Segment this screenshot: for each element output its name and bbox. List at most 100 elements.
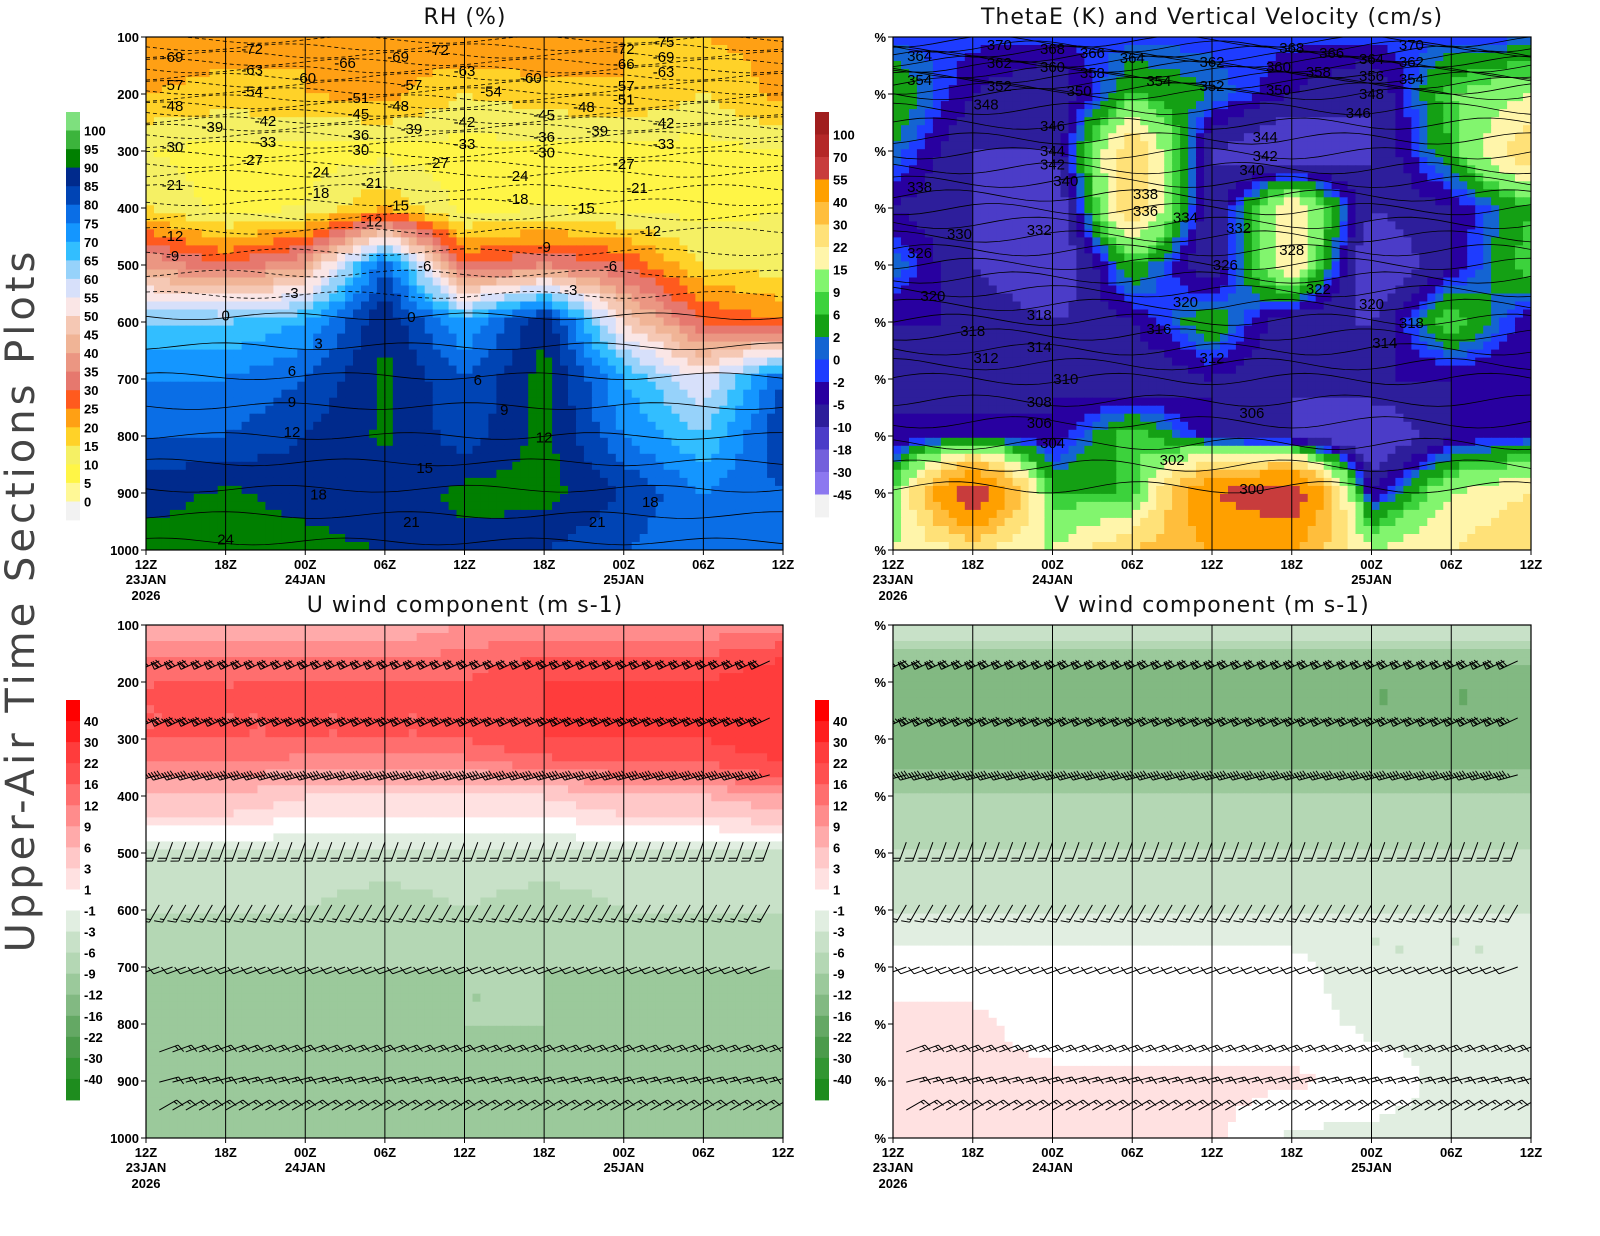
field-cell xyxy=(767,501,776,511)
field-cell xyxy=(663,413,673,423)
field-cell xyxy=(735,173,744,182)
field-cell xyxy=(687,125,697,134)
field-cell xyxy=(775,141,783,150)
field-cell xyxy=(528,173,537,182)
field-cell xyxy=(544,245,553,254)
field-cell xyxy=(233,149,243,158)
field-cell xyxy=(384,461,394,471)
field-cell xyxy=(161,389,171,399)
field-cell xyxy=(735,277,744,287)
field-cell xyxy=(544,429,553,439)
field-cell xyxy=(488,181,497,190)
field-cell xyxy=(185,141,195,150)
field-cell xyxy=(560,526,569,535)
field-cell xyxy=(273,301,282,311)
field-cell xyxy=(472,357,482,367)
field-cell xyxy=(576,173,585,182)
field-cell xyxy=(249,189,259,198)
field-cell xyxy=(376,309,386,319)
field-cell xyxy=(695,117,704,126)
field-cell xyxy=(281,461,290,471)
field-cell xyxy=(743,517,752,527)
field-cell xyxy=(583,397,593,407)
field-cell xyxy=(711,365,720,375)
field-cell xyxy=(671,101,681,110)
field-cell xyxy=(631,493,641,503)
field-cell xyxy=(512,309,521,319)
field-cell xyxy=(759,357,768,367)
field-cell xyxy=(536,37,545,46)
field-cell xyxy=(759,181,768,190)
field-cell xyxy=(607,405,617,415)
field-cell xyxy=(384,117,394,126)
field-cell xyxy=(384,269,394,279)
field-cell xyxy=(384,349,394,359)
field-cell xyxy=(743,229,752,238)
field-cell xyxy=(727,389,736,399)
field-cell xyxy=(337,189,346,198)
field-cell xyxy=(241,101,251,110)
field-cell xyxy=(568,333,577,343)
field-cell xyxy=(241,397,251,407)
field-cell xyxy=(512,269,521,279)
field-cell xyxy=(488,389,497,399)
field-cell xyxy=(337,309,346,319)
field-cell xyxy=(607,501,617,511)
field-cell xyxy=(719,245,728,254)
field-cell xyxy=(671,277,681,287)
field-cell xyxy=(568,397,577,407)
field-cell xyxy=(671,261,681,270)
field-cell xyxy=(767,461,776,471)
field-cell xyxy=(480,445,489,455)
field-cell xyxy=(193,461,203,471)
field-cell xyxy=(639,373,649,383)
field-cell xyxy=(647,485,657,495)
field-cell xyxy=(767,221,776,230)
field-cell xyxy=(337,133,346,142)
field-cell xyxy=(408,526,418,535)
field-cell xyxy=(639,245,649,254)
field-cell xyxy=(655,245,665,254)
field-cell xyxy=(281,77,290,86)
field-cell xyxy=(568,85,577,94)
field-cell xyxy=(544,53,553,62)
field-cell xyxy=(631,509,641,519)
field-cell xyxy=(376,397,386,407)
field-cell xyxy=(576,429,585,439)
field-cell xyxy=(560,413,569,423)
field-cell xyxy=(607,429,617,439)
field-cell xyxy=(456,333,466,343)
field-cell xyxy=(568,293,577,303)
field-cell xyxy=(353,509,362,519)
field-cell xyxy=(719,173,728,182)
field-cell xyxy=(759,53,768,62)
field-cell xyxy=(655,349,665,359)
field-cell xyxy=(711,117,720,126)
field-cell xyxy=(217,109,227,118)
field-cell xyxy=(743,301,752,311)
field-cell xyxy=(193,85,203,94)
field-cell xyxy=(544,189,553,198)
field-cell xyxy=(504,93,513,102)
field-cell xyxy=(329,61,338,70)
field-cell xyxy=(751,269,760,279)
field-cell xyxy=(305,181,314,190)
field-cell xyxy=(353,173,362,182)
field-cell xyxy=(552,165,561,174)
field-cell xyxy=(345,461,354,471)
field-cell xyxy=(408,317,418,327)
field-cell xyxy=(321,165,330,174)
field-cell xyxy=(591,229,601,238)
field-cell xyxy=(146,253,155,262)
field-cell xyxy=(376,477,386,487)
field-cell xyxy=(201,365,211,375)
field-cell xyxy=(743,469,752,479)
field-cell xyxy=(687,141,697,150)
field-cell xyxy=(655,317,665,327)
field-cell xyxy=(583,157,593,166)
field-cell xyxy=(615,445,625,455)
field-cell xyxy=(663,437,673,447)
field-cell xyxy=(169,421,179,431)
field-cell xyxy=(488,165,497,174)
field-cell xyxy=(552,45,561,54)
